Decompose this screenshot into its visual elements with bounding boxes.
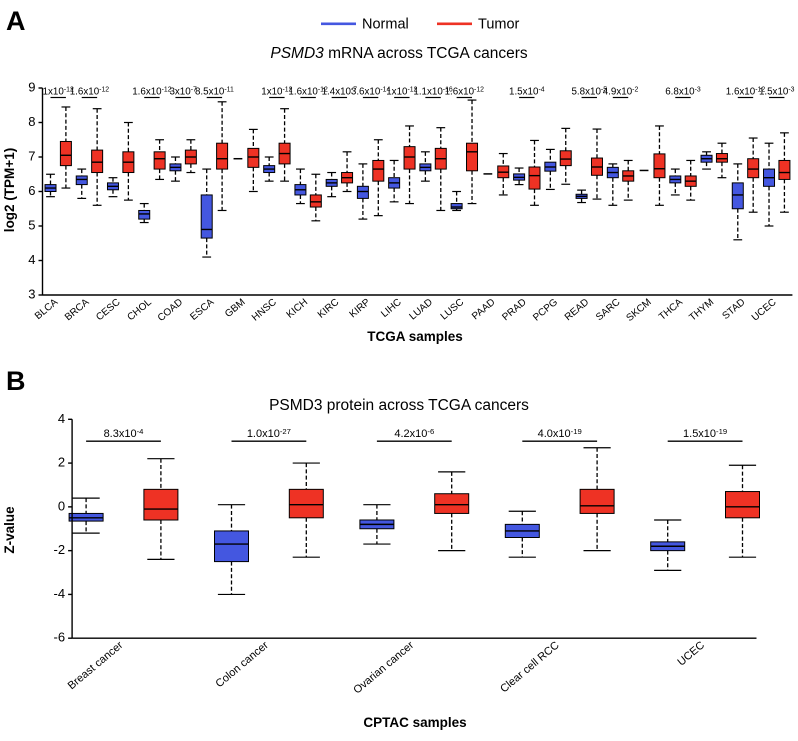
svg-text:3: 3 xyxy=(28,287,35,302)
svg-text:CPTAC samples: CPTAC samples xyxy=(363,715,466,730)
svg-text:5: 5 xyxy=(28,218,35,233)
svg-text:6: 6 xyxy=(28,183,35,198)
svg-text:Normal: Normal xyxy=(362,16,409,32)
svg-text:0: 0 xyxy=(58,498,65,513)
svg-text:PSMD3 mRNA across TCGA cancers: PSMD3 mRNA across TCGA cancers xyxy=(270,45,528,62)
svg-text:-2: -2 xyxy=(54,542,66,557)
svg-text:B: B xyxy=(6,366,26,396)
svg-text:log2 (TPM+1): log2 (TPM+1) xyxy=(2,148,17,232)
svg-text:A: A xyxy=(6,6,26,36)
svg-text:TCGA samples: TCGA samples xyxy=(367,329,463,344)
svg-text:-6: -6 xyxy=(54,630,66,645)
svg-text:-4: -4 xyxy=(54,586,66,601)
svg-text:4: 4 xyxy=(28,252,35,267)
svg-text:4: 4 xyxy=(58,411,65,426)
svg-text:Tumor: Tumor xyxy=(478,16,520,32)
svg-text:2: 2 xyxy=(58,455,65,470)
svg-text:7: 7 xyxy=(28,149,35,164)
svg-text:9: 9 xyxy=(28,80,35,95)
svg-text:Z-value: Z-value xyxy=(2,506,17,554)
svg-text:PSMD3 protein across TCGA canc: PSMD3 protein across TCGA cancers xyxy=(269,397,529,414)
svg-text:8: 8 xyxy=(28,114,35,129)
